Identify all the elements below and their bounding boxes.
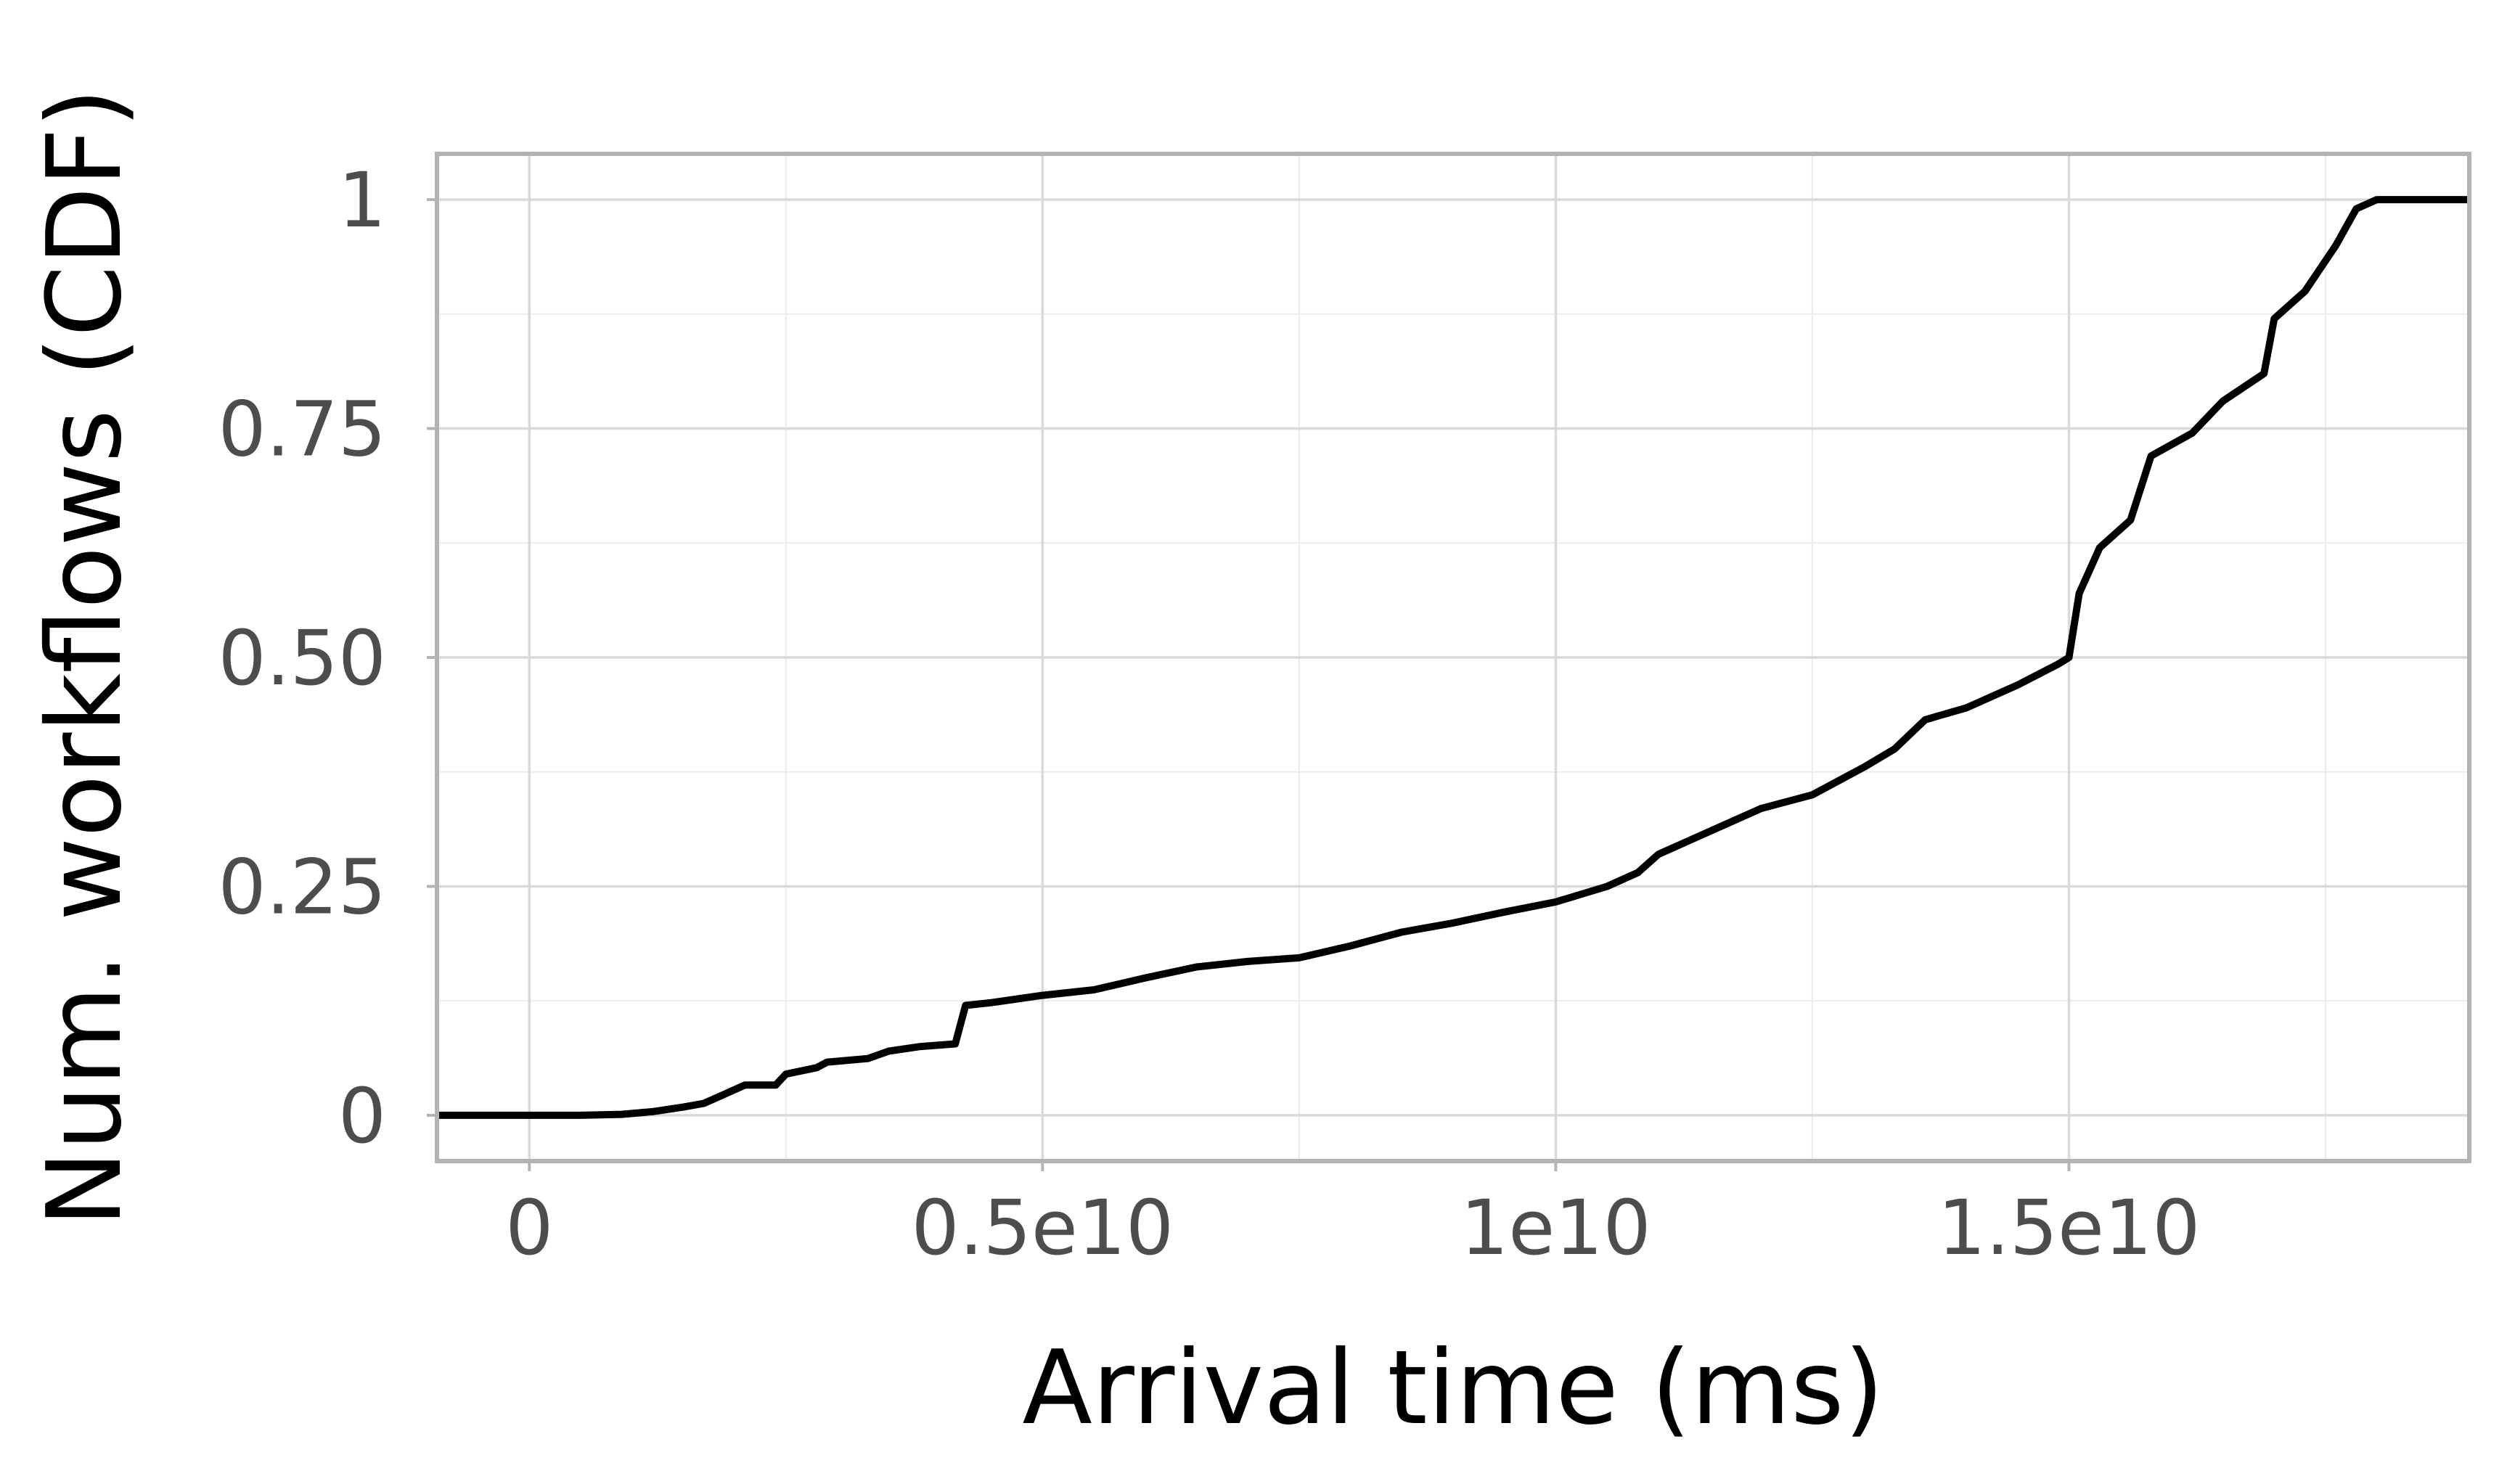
x-tick-label: 1e10: [1460, 1184, 1651, 1272]
y-tick-label: 0.50: [218, 614, 386, 702]
y-tick-label: 0.75: [218, 385, 386, 474]
x-tick-label: 0: [505, 1184, 553, 1272]
y-tick-label: 0.25: [218, 843, 386, 932]
y-tick-label: 1: [338, 156, 386, 245]
series-line-0: [437, 196, 2469, 1119]
y-axis-title: Num. workflows (CDF): [25, 88, 144, 1227]
x-tick-labels: 0 0.5e10 1e10 1.5e10: [505, 1184, 2200, 1272]
series-layer: [437, 196, 2469, 1119]
x-tick-label: 0.5e10: [911, 1184, 1174, 1272]
x-axis-title: Arrival time (ms): [1022, 1329, 1884, 1448]
y-tick-label: 0: [338, 1072, 386, 1160]
axis-ticks: [427, 198, 2071, 1171]
x-tick-label: 1.5e10: [1938, 1184, 2201, 1272]
y-tick-labels: 0 0.25 0.50 0.75 1: [218, 156, 386, 1160]
